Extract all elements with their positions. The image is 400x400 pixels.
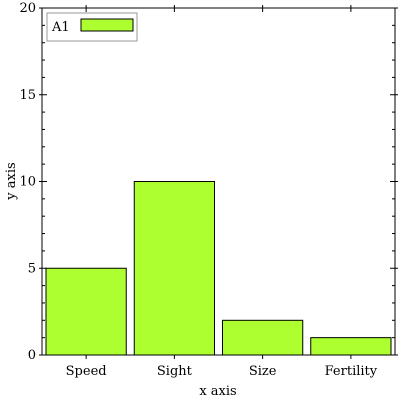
y-tick-label: 10 <box>19 175 36 190</box>
legend-label: A1 <box>51 20 70 35</box>
bar <box>222 319 304 356</box>
x-axis-label: x axis <box>199 384 236 399</box>
x-tick-label: Sight <box>157 364 193 379</box>
x-tick-label: Speed <box>66 364 107 379</box>
legend-swatch <box>80 18 134 32</box>
y-tick-label: 0 <box>28 348 36 363</box>
bar <box>310 337 392 356</box>
bar <box>133 181 215 356</box>
x-tick-labels: Speed Sight Size Fertility <box>66 364 378 379</box>
y-tick-label: 5 <box>28 261 36 276</box>
x-tick-label: Fertility <box>325 364 378 379</box>
y-tick-label: 20 <box>19 1 36 16</box>
y-tick-label: 15 <box>19 88 36 103</box>
bars <box>45 181 392 356</box>
x-tick-label: Size <box>249 364 277 379</box>
plot-frame <box>41 7 396 356</box>
y-tick-labels: 0 5 10 15 20 <box>19 1 36 363</box>
bar <box>45 267 127 356</box>
y-axis-label: y axis <box>4 162 19 200</box>
legend: A1 <box>46 12 138 42</box>
